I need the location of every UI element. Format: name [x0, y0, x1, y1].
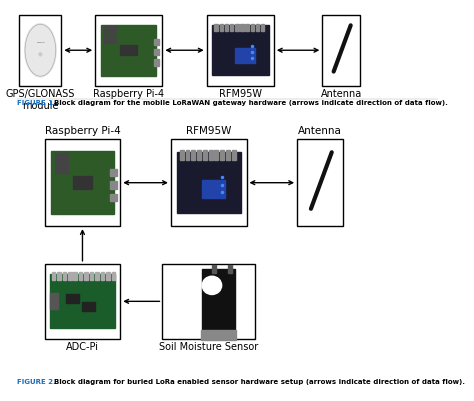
Bar [112, 271, 115, 280]
Bar [51, 152, 114, 214]
Text: Raspberry Pi-4: Raspberry Pi-4 [93, 89, 164, 99]
Bar [52, 271, 55, 280]
Bar [228, 265, 232, 273]
Text: FIGURE 2.: FIGURE 2. [17, 379, 58, 385]
Bar [73, 176, 92, 189]
Ellipse shape [25, 24, 56, 77]
Bar [104, 26, 116, 33]
Bar [209, 150, 212, 160]
Bar [104, 35, 116, 43]
Text: Antenna: Antenna [298, 126, 342, 136]
Bar [202, 180, 225, 198]
Bar [57, 271, 61, 280]
Bar [201, 330, 236, 340]
Bar [211, 25, 269, 75]
Bar [180, 150, 183, 160]
Bar [230, 24, 233, 31]
Text: Antenna: Antenna [320, 89, 362, 99]
Bar [63, 271, 66, 280]
Text: GPS/GLONASS
module: GPS/GLONASS module [6, 89, 75, 111]
Bar [84, 271, 88, 280]
Bar [255, 24, 259, 31]
Bar [235, 24, 238, 31]
Bar [90, 271, 93, 280]
Bar [220, 150, 224, 160]
Bar [82, 302, 95, 311]
Bar [176, 152, 241, 213]
Bar [207, 15, 274, 86]
Text: ADC-Pi: ADC-Pi [66, 342, 99, 352]
Text: ●: ● [38, 51, 43, 56]
Bar [50, 274, 115, 328]
Bar [215, 150, 219, 160]
Bar [232, 150, 236, 160]
Bar [261, 24, 264, 31]
Bar [163, 264, 255, 339]
Bar [45, 264, 120, 339]
Bar [171, 139, 246, 226]
Text: Block diagram for buried LoRa enabled sensor hardware setup (arrows indicate dir: Block diagram for buried LoRa enabled se… [54, 379, 465, 385]
Bar [101, 271, 104, 280]
Bar [95, 15, 163, 86]
Bar [322, 15, 360, 86]
Bar [101, 24, 156, 76]
Bar [154, 39, 159, 45]
Bar [106, 271, 110, 280]
Bar [226, 150, 230, 160]
Circle shape [202, 276, 222, 294]
Bar [73, 271, 77, 280]
Bar [120, 45, 137, 55]
Bar [110, 194, 117, 201]
Text: RFM95W: RFM95W [219, 89, 262, 99]
Bar [246, 24, 249, 31]
Bar [215, 24, 218, 31]
Bar [110, 169, 117, 176]
Text: ━━━━: ━━━━ [36, 41, 45, 45]
Bar [110, 181, 117, 189]
Bar [240, 24, 244, 31]
Text: RFM95W: RFM95W [186, 126, 231, 136]
Bar [235, 48, 255, 63]
Bar [55, 164, 68, 173]
Bar [197, 150, 201, 160]
Bar [79, 271, 82, 280]
Bar [202, 269, 235, 333]
Bar [68, 271, 72, 280]
Bar [191, 150, 195, 160]
Bar [66, 294, 79, 303]
Bar [154, 49, 159, 55]
Bar [203, 150, 207, 160]
Bar [50, 293, 58, 310]
Text: Soil Moisture Sensor: Soil Moisture Sensor [159, 342, 258, 352]
Bar [19, 15, 62, 86]
Bar [212, 265, 216, 273]
Text: Raspberry Pi-4: Raspberry Pi-4 [45, 126, 120, 136]
Bar [154, 59, 159, 66]
Bar [219, 24, 223, 31]
Bar [55, 153, 68, 162]
Text: Block diagram for the mobile LoRaWAN gateway hardware (arrows indicate direction: Block diagram for the mobile LoRaWAN gat… [54, 100, 448, 105]
Text: FIGURE 1.: FIGURE 1. [17, 100, 59, 105]
Bar [95, 271, 99, 280]
Bar [251, 24, 254, 31]
Bar [297, 139, 343, 226]
Bar [185, 150, 190, 160]
Bar [225, 24, 228, 31]
Bar [45, 139, 120, 226]
